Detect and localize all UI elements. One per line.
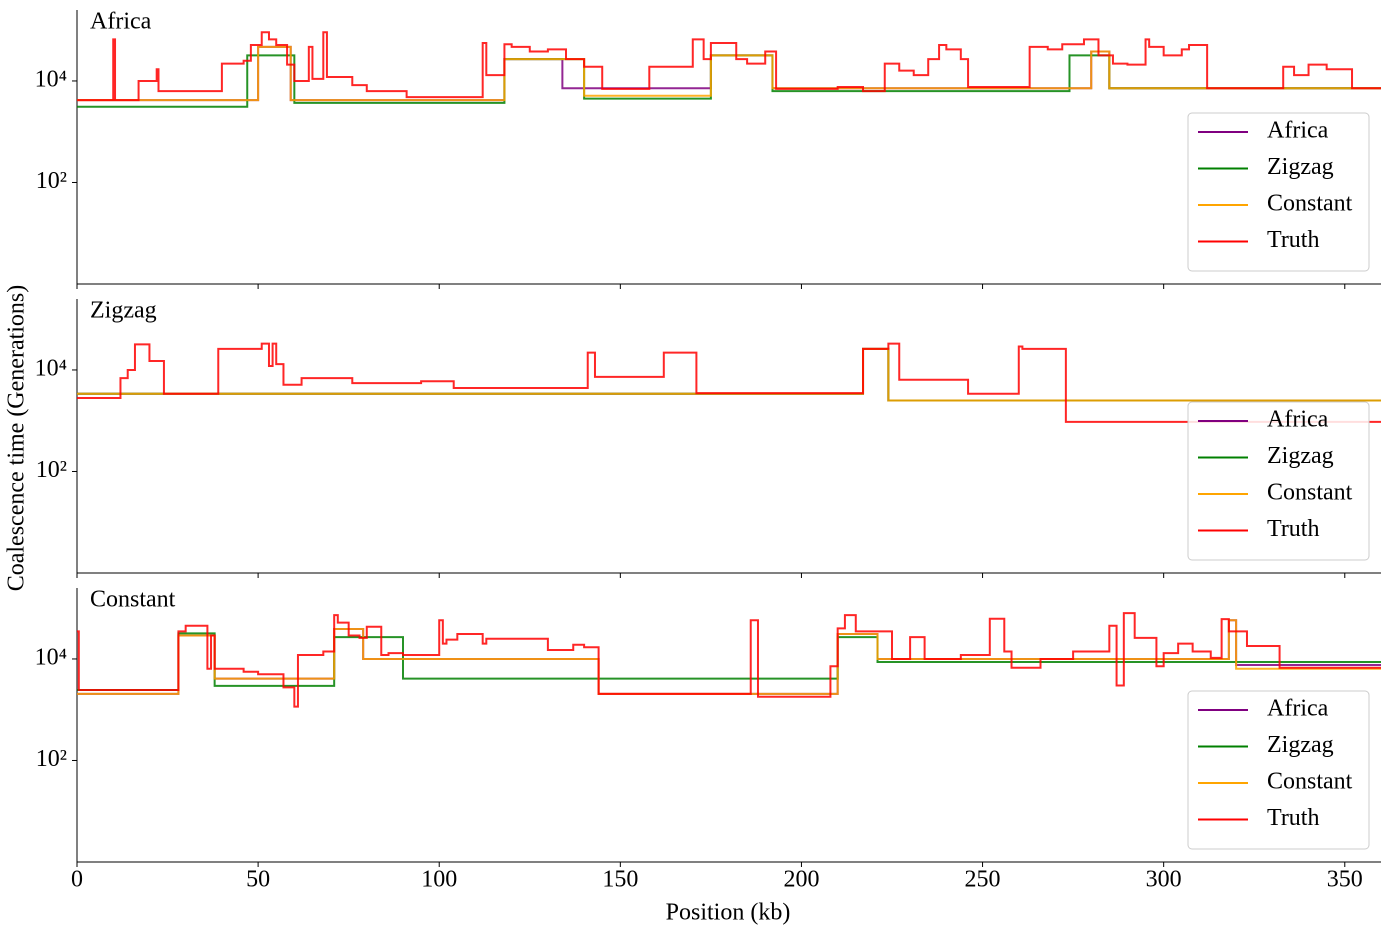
series-line [77, 31, 1381, 102]
legend-label: Constant [1267, 191, 1353, 217]
series-line [77, 632, 1381, 691]
series-line [77, 619, 1381, 695]
x-tick-label: 300 [1146, 867, 1182, 893]
series-line [77, 54, 1381, 108]
legend-label: Constant [1267, 769, 1353, 795]
legend-label: Truth [1267, 805, 1319, 831]
legend-label: Zigzag [1267, 732, 1334, 758]
panel-title: Zigzag [90, 298, 157, 324]
legend-box [1187, 401, 1370, 561]
legend-label: Africa [1267, 407, 1329, 433]
legend-box [1187, 112, 1370, 272]
y-tick-label: 10² [36, 457, 67, 483]
series-line [77, 342, 1381, 423]
x-tick-label: 50 [246, 867, 270, 893]
legend-label: Africa [1267, 696, 1329, 722]
panel-title: Constant [90, 587, 176, 613]
y-tick-label: 10⁴ [35, 66, 67, 92]
y-tick-label: 10⁴ [35, 355, 67, 381]
x-tick-label: 200 [783, 867, 819, 893]
x-axis-label: Position (kb) [666, 900, 791, 926]
series-line [77, 612, 1381, 708]
y-tick-label: 10² [36, 746, 67, 772]
y-axis-label: Coalescence time (Generations) [4, 285, 30, 592]
x-tick-label: 350 [1327, 867, 1363, 893]
legend-box [1187, 690, 1370, 850]
y-tick-label: 10⁴ [35, 644, 67, 670]
x-tick-label: 150 [602, 867, 638, 893]
series-line [77, 45, 1381, 102]
legend-label: Zigzag [1267, 154, 1334, 180]
legend-label: Truth [1267, 516, 1319, 542]
series-line [77, 619, 1381, 695]
legend-label: Zigzag [1267, 443, 1334, 469]
x-tick-label: 100 [421, 867, 457, 893]
x-tick-label: 0 [71, 867, 83, 893]
y-tick-label: 10² [36, 168, 67, 194]
x-tick-label: 250 [965, 867, 1001, 893]
panel-title: Africa [90, 9, 152, 35]
legend-label: Truth [1267, 227, 1319, 253]
legend-label: Constant [1267, 480, 1353, 506]
legend-label: Africa [1267, 118, 1329, 144]
